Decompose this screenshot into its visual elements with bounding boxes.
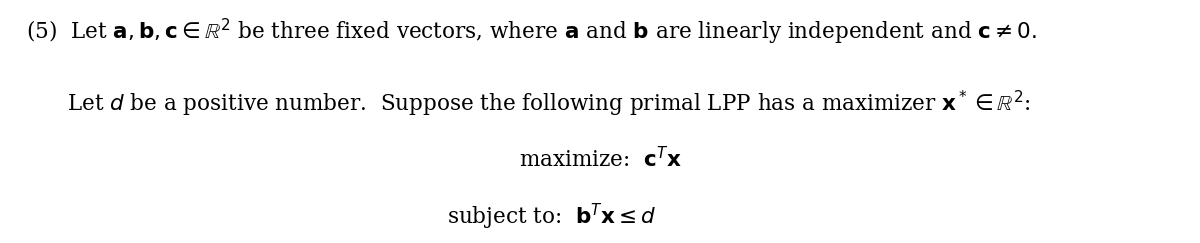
Text: (5)  Let $\mathbf{a}, \mathbf{b}, \mathbf{c} \in \mathbb{R}^2$ be three fixed ve: (5) Let $\mathbf{a}, \mathbf{b}, \mathbf… <box>26 17 1038 47</box>
Text: Let $d$ be a positive number.  Suppose the following primal LPP has a maximizer : Let $d$ be a positive number. Suppose th… <box>26 89 1031 119</box>
Text: subject to:  $\mathbf{b}^T\mathbf{x} \leq d$: subject to: $\mathbf{b}^T\mathbf{x} \leq… <box>448 202 656 232</box>
Text: maximize:  $\mathbf{c}^T\mathbf{x}$: maximize: $\mathbf{c}^T\mathbf{x}$ <box>518 147 682 172</box>
